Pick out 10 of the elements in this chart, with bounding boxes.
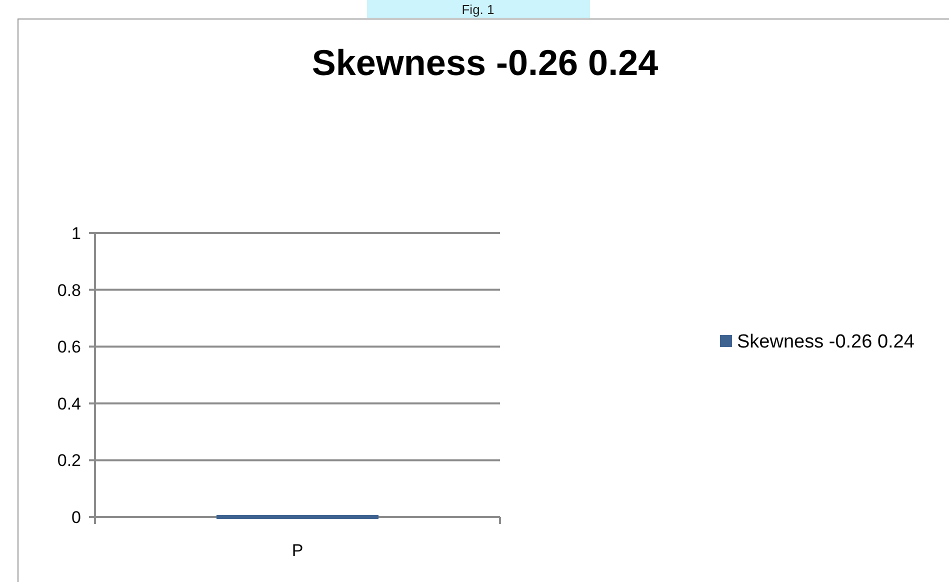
y-tick-label: 0.2 <box>57 451 81 470</box>
x-tick-label: P <box>292 541 304 560</box>
chart-title: Skewness -0.26 0.24 <box>312 42 658 83</box>
y-tick-label: 0 <box>72 508 81 527</box>
y-tick-label: 1 <box>72 224 81 243</box>
caption: Fig. 1 <box>462 2 494 17</box>
y-tick-label: 0.6 <box>57 338 81 357</box>
legend-label: Skewness -0.26 0.24 <box>737 332 915 353</box>
y-tick-label: 0.4 <box>57 394 81 414</box>
y-tick-label: 0.8 <box>57 280 81 300</box>
